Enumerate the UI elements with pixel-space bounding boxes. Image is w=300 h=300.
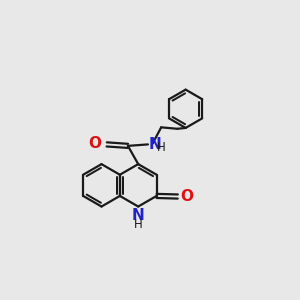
Text: O: O xyxy=(181,189,194,204)
Text: N: N xyxy=(149,137,162,152)
Text: O: O xyxy=(88,136,101,151)
Text: H: H xyxy=(158,141,166,154)
Text: N: N xyxy=(132,208,145,223)
Text: H: H xyxy=(134,218,142,231)
